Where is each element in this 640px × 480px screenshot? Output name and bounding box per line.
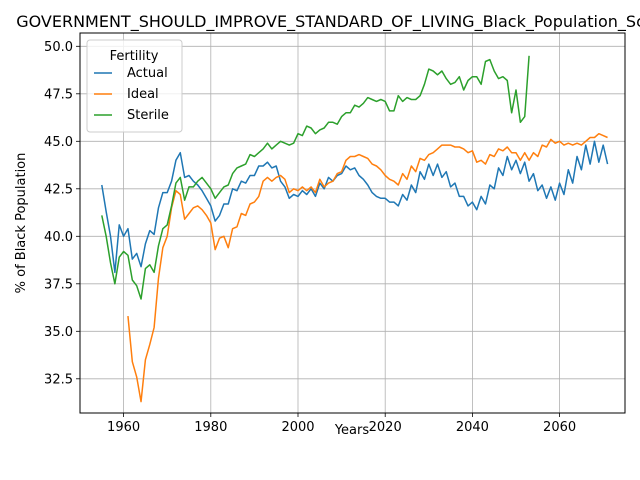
y-tick-label: 47.5 xyxy=(44,87,73,102)
x-axis: 1960 1980 2000 2020 2040 2060 xyxy=(107,413,576,435)
y-tick-label: 50.0 xyxy=(44,40,73,55)
x-axis-title: Years xyxy=(334,423,370,438)
legend: Fertility Actual Ideal Sterile xyxy=(86,39,183,133)
series-line-actual xyxy=(101,140,609,274)
series-layer xyxy=(101,55,609,403)
grid xyxy=(80,33,625,413)
x-tick-label: 1980 xyxy=(194,420,227,435)
chart-title: GOVERNMENT_SHOULD_IMPROVE_STANDARD_OF_LI… xyxy=(16,12,640,32)
x-tick-label: 1960 xyxy=(107,420,140,435)
y-tick-label: 35.0 xyxy=(44,325,73,340)
y-axis: 32.5 35.0 37.5 40.0 42.5 45.0 47.5 50.0 xyxy=(44,40,80,387)
legend-box xyxy=(86,39,183,133)
series-line-ideal xyxy=(127,132,608,403)
series-line-sterile xyxy=(101,55,530,300)
x-tick-label: 2000 xyxy=(281,420,314,435)
legend-title: Fertility xyxy=(110,49,159,64)
y-tick-label: 40.0 xyxy=(44,230,73,245)
legend-label-ideal: Ideal xyxy=(127,87,159,102)
legend-label-sterile: Sterile xyxy=(127,108,169,123)
x-tick-label: 2020 xyxy=(369,420,402,435)
plot-frame xyxy=(79,32,626,414)
x-tick-label: 2060 xyxy=(543,420,576,435)
y-axis-title: % of Black Population xyxy=(14,153,29,294)
y-tick-label: 37.5 xyxy=(44,277,73,292)
x-tick-label: 2040 xyxy=(456,420,489,435)
y-tick-label: 45.0 xyxy=(44,135,73,150)
y-tick-label: 32.5 xyxy=(44,372,73,387)
legend-label-actual: Actual xyxy=(127,66,168,81)
y-tick-label: 42.5 xyxy=(44,182,73,197)
